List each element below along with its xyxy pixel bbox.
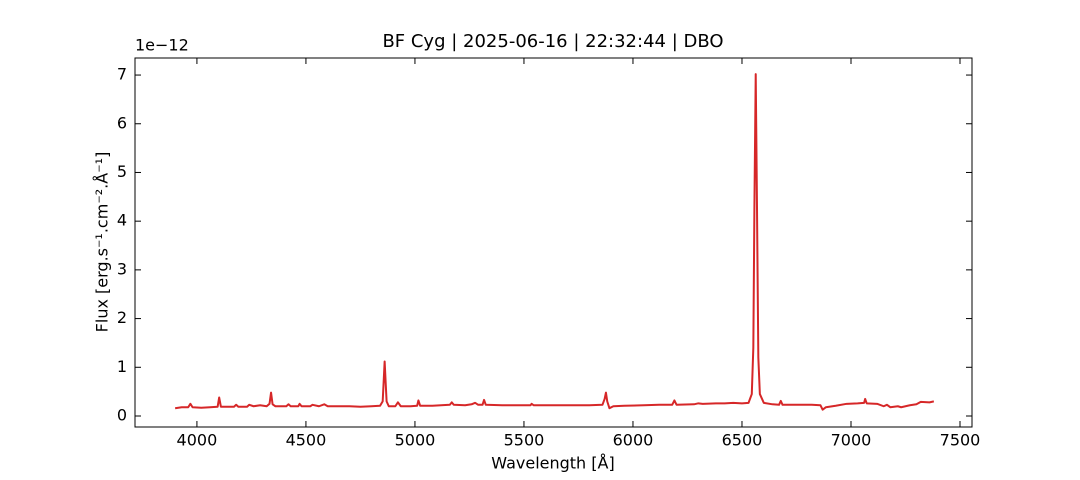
x-tick-label: 4500	[286, 431, 327, 450]
y-axis-label: Flux [erg.s⁻¹.cm⁻².Å⁻¹]	[93, 152, 112, 333]
y-tick-label: 7	[117, 65, 127, 84]
y-tick-label: 3	[117, 259, 127, 278]
plot-frame	[134, 57, 973, 428]
x-tick-label: 5500	[504, 431, 545, 450]
y-tick-label: 4	[117, 211, 127, 230]
x-tick-label: 6000	[613, 431, 654, 450]
x-tick-label: 5000	[395, 431, 436, 450]
x-tick-label: 7500	[940, 431, 981, 450]
x-tick-label: 4000	[177, 431, 218, 450]
y-offset-label: 1e−12	[135, 36, 189, 55]
y-tick-label: 1	[117, 357, 127, 376]
chart-title: BF Cyg | 2025-06-16 | 22:32:44 | DBO	[382, 31, 723, 52]
x-tick-label: 7000	[831, 431, 872, 450]
y-tick-label: 0	[117, 405, 127, 424]
data-line	[174, 73, 935, 411]
x-tick-label: 6500	[722, 431, 763, 450]
y-tick-label: 5	[117, 162, 127, 181]
y-tick-label: 2	[117, 308, 127, 327]
x-axis-label: Wavelength [Å]	[491, 454, 614, 473]
y-tick-label: 6	[117, 113, 127, 132]
